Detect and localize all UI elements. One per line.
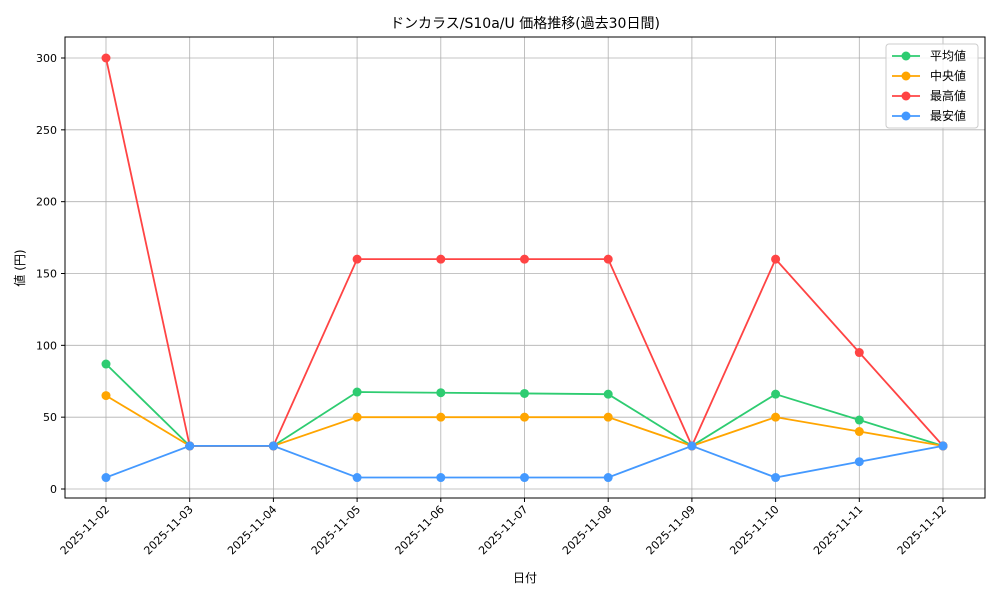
data-point <box>101 53 111 63</box>
data-point <box>603 473 613 483</box>
y-tick-label: 0 <box>50 483 57 496</box>
data-point <box>520 388 529 398</box>
data-point <box>603 412 613 422</box>
series-group <box>101 53 948 483</box>
data-point <box>520 412 529 422</box>
x-tick-label: 2025-11-12 <box>895 503 949 557</box>
legend-label: 最高値 <box>930 88 966 103</box>
data-point <box>436 412 446 422</box>
data-point <box>771 473 781 483</box>
y-tick-label: 200 <box>36 196 57 209</box>
x-tick-label: 2025-11-11 <box>811 503 865 557</box>
data-point <box>352 473 362 483</box>
data-point <box>603 254 613 264</box>
data-point <box>352 387 362 397</box>
x-tick-label: 2025-11-06 <box>393 503 447 557</box>
data-point <box>771 412 781 422</box>
data-point <box>436 388 446 398</box>
data-point <box>520 254 529 264</box>
data-point <box>854 415 864 425</box>
x-axis-label: 日付 <box>513 571 537 585</box>
legend-marker <box>901 111 911 121</box>
y-tick-label: 100 <box>36 339 57 352</box>
y-axis: 0 50 100 150 200 250 300 <box>36 52 65 496</box>
data-point <box>520 473 529 483</box>
y-axis-label: 値 (円) <box>12 249 27 286</box>
data-point <box>185 441 195 451</box>
y-tick-label: 300 <box>36 52 57 65</box>
data-point <box>854 457 864 467</box>
x-tick-label: 2025-11-07 <box>476 503 530 557</box>
legend-marker <box>901 51 911 61</box>
data-point <box>101 359 111 369</box>
data-point <box>771 254 781 264</box>
data-point <box>436 473 446 483</box>
data-point <box>603 389 613 399</box>
data-point <box>352 412 362 422</box>
y-tick-label: 250 <box>36 124 57 137</box>
x-tick-label: 2025-11-08 <box>560 503 614 557</box>
data-point <box>436 254 446 264</box>
data-point <box>352 254 362 264</box>
data-point <box>101 473 111 483</box>
x-tick-label: 2025-11-04 <box>225 503 279 557</box>
x-tick-label: 2025-11-03 <box>141 503 195 557</box>
x-tick-label: 2025-11-05 <box>309 503 363 557</box>
chart-title: ドンカラス/S10a/U 価格推移(過去30日間) <box>390 16 660 32</box>
data-point <box>938 441 948 451</box>
data-point <box>687 441 697 451</box>
y-tick-label: 50 <box>43 411 57 424</box>
x-tick-label: 2025-11-10 <box>727 503 781 557</box>
legend-marker <box>901 71 911 81</box>
series-3 <box>101 441 948 483</box>
data-point <box>854 348 864 358</box>
legend-label: 最安値 <box>930 108 966 123</box>
x-tick-label: 2025-11-09 <box>644 503 698 557</box>
y-tick-label: 150 <box>36 268 57 281</box>
data-point <box>854 427 864 437</box>
x-axis: 2025-11-02 2025-11-03 2025-11-04 2025-11-05… <box>58 498 949 557</box>
legend-marker <box>901 91 911 101</box>
data-point <box>268 441 278 451</box>
legend-label: 平均値 <box>930 48 966 63</box>
legend-box <box>885 43 979 129</box>
legend-label: 中央値 <box>930 68 966 83</box>
data-point <box>101 391 111 401</box>
x-tick-label: 2025-11-02 <box>58 503 112 557</box>
data-point <box>771 389 781 399</box>
